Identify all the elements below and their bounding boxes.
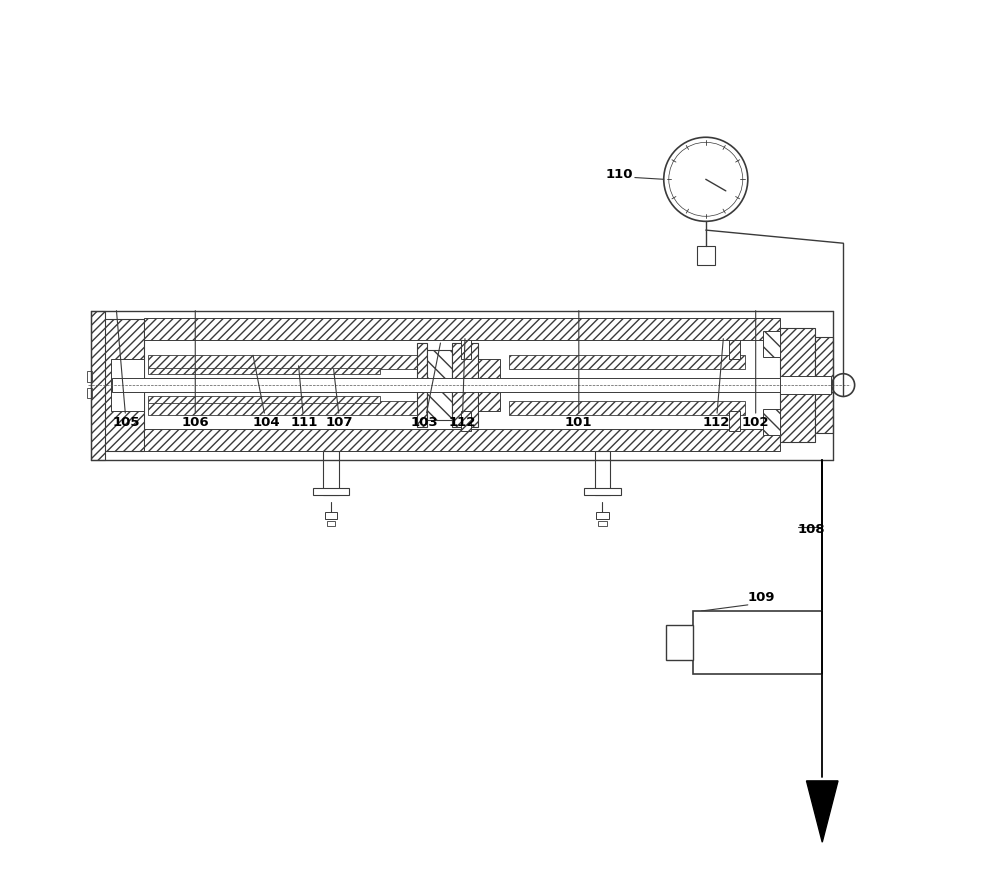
Text: 105: 105 [112,310,140,429]
Bar [148,368,380,374]
Bar [584,488,621,494]
Bar [598,521,607,526]
Text: 101: 101 [565,310,593,429]
Bar [148,396,380,402]
Bar [666,625,693,659]
Bar [461,339,471,359]
Text: 108: 108 [798,523,825,536]
Text: 110: 110 [606,169,633,181]
Bar [763,408,780,435]
Bar [87,388,92,398]
Bar [697,246,715,265]
Bar [596,512,609,519]
Bar [509,400,745,415]
Text: 107: 107 [326,370,354,429]
Bar [87,371,92,382]
Bar [729,411,740,431]
Bar [148,355,433,370]
Bar [595,451,610,494]
Bar [325,512,337,519]
Bar [417,343,427,427]
Text: 102: 102 [742,310,769,429]
Text: 112: 112 [703,339,730,429]
Bar [478,359,500,411]
Bar [509,355,745,370]
Bar [729,339,740,359]
Bar [780,328,815,442]
Bar [91,310,105,460]
Bar [323,451,339,494]
Bar [148,400,433,415]
Text: 111: 111 [290,366,318,429]
Polygon shape [806,781,838,842]
Bar [144,317,780,339]
Bar [313,488,349,494]
Bar [693,611,822,674]
Bar [112,378,821,392]
Bar [780,377,831,394]
Text: 103: 103 [411,343,440,429]
Bar [452,343,478,427]
Bar [815,337,833,433]
Bar [461,411,471,431]
Text: 112: 112 [449,339,476,429]
Text: 106: 106 [181,310,209,429]
Bar [111,359,144,411]
Bar [763,331,780,357]
Text: 104: 104 [252,355,280,429]
Bar [97,319,144,451]
Bar [327,521,335,526]
Text: 109: 109 [748,591,775,604]
Bar [427,350,452,420]
Bar [144,429,780,451]
